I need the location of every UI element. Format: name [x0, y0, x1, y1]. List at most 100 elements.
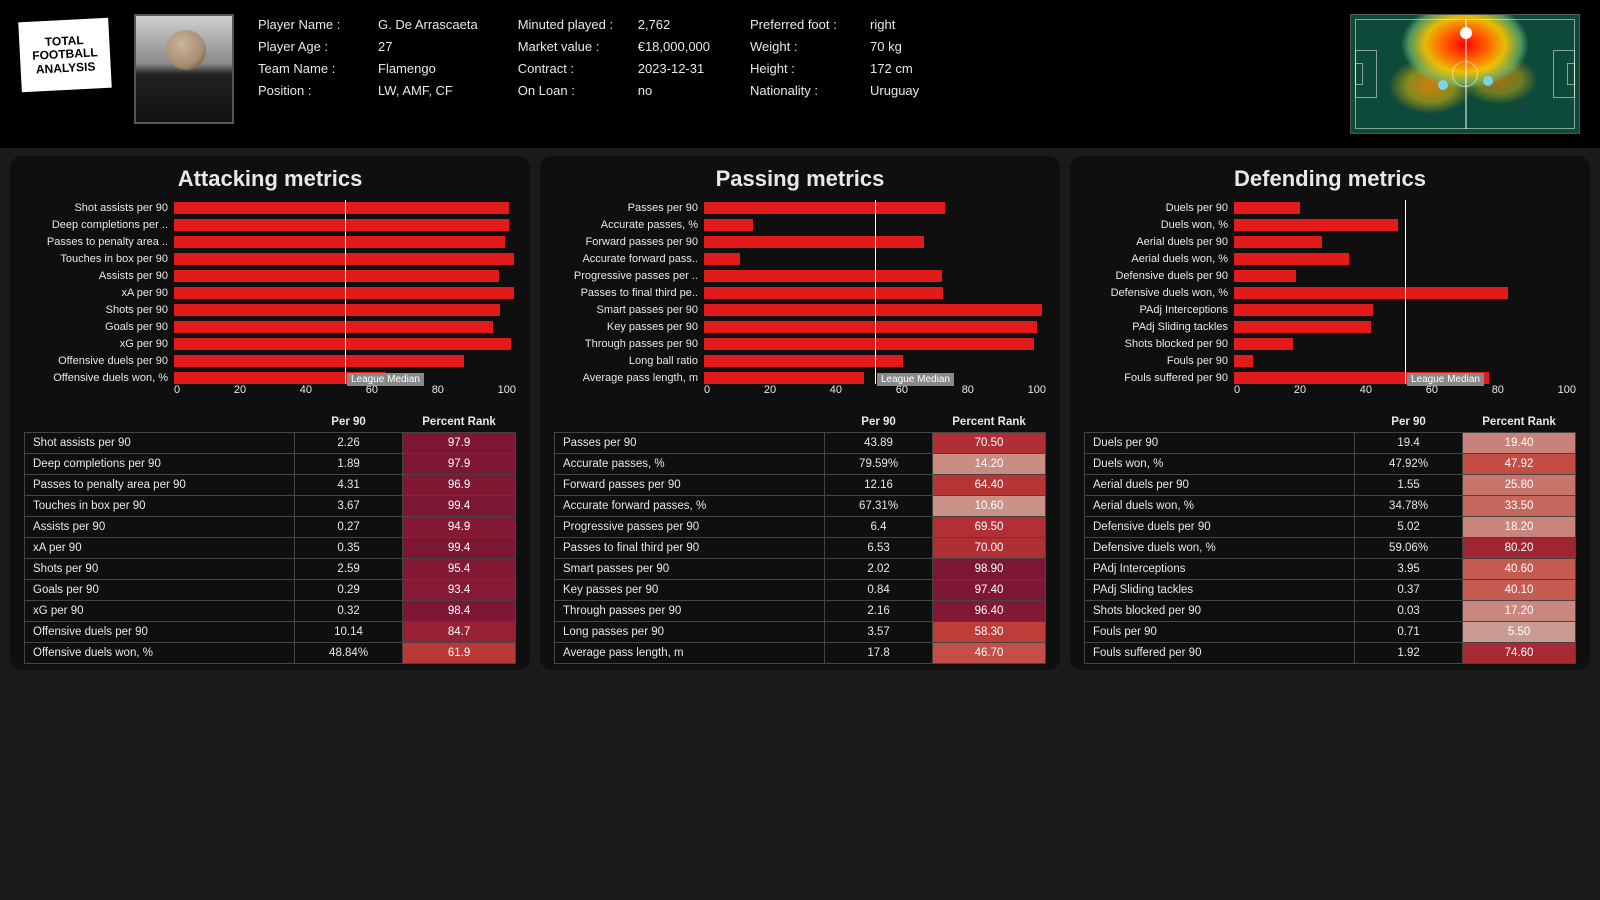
chart-label: Passes to final third pe.. — [554, 287, 704, 299]
chart-row: Through passes per 90 — [554, 336, 1046, 352]
chart-bar — [704, 321, 1037, 333]
chart-bar — [1234, 253, 1349, 265]
metric-rank: 70.50 — [933, 433, 1046, 454]
metric-name: Progressive passes per 90 — [555, 517, 825, 538]
bar-chart: Passes per 90Accurate passes, %Forward p… — [554, 200, 1046, 408]
metric-rank: 74.60 — [1463, 643, 1576, 664]
metric-name: Passes to penalty area per 90 — [25, 475, 295, 496]
info-value: €18,000,000 — [638, 36, 710, 58]
table-row: Defensive duels won, %59.06%80.20 — [1085, 538, 1576, 559]
chart-row: Accurate passes, % — [554, 217, 1046, 233]
chart-bar — [1234, 287, 1508, 299]
chart-label: Aerial duels won, % — [1084, 253, 1234, 265]
metric-per90: 0.35 — [295, 538, 403, 559]
info-value: 27 — [378, 36, 392, 58]
metric-per90: 2.59 — [295, 559, 403, 580]
table-row: Passes to final third per 906.5370.00 — [555, 538, 1046, 559]
chart-label: Fouls per 90 — [1084, 355, 1234, 367]
info-label: Nationality — [750, 80, 870, 102]
info-label: Position — [258, 80, 378, 102]
metric-per90: 0.27 — [295, 517, 403, 538]
metric-name: Accurate passes, % — [555, 454, 825, 475]
metric-rank: 84.7 — [403, 622, 516, 643]
metric-name: PAdj Sliding tackles — [1085, 580, 1355, 601]
chart-bar — [1234, 270, 1296, 282]
metric-rank: 58.30 — [933, 622, 1046, 643]
table-row: PAdj Sliding tackles0.3740.10 — [1085, 580, 1576, 601]
table-row: Touches in box per 903.6799.4 — [25, 496, 516, 517]
metric-name: Offensive duels per 90 — [25, 622, 295, 643]
info-label: Player Name — [258, 14, 378, 36]
metric-name: Defensive duels per 90 — [1085, 517, 1355, 538]
chart-bar — [174, 321, 493, 333]
chart-label: Passes to penalty area .. — [24, 236, 174, 248]
chart-label: Duels won, % — [1084, 219, 1234, 231]
metric-rank: 70.00 — [933, 538, 1046, 559]
chart-label: Passes per 90 — [554, 202, 704, 214]
table-row: Fouls per 900.715.50 — [1085, 622, 1576, 643]
table-row: Passes to penalty area per 904.3196.9 — [25, 475, 516, 496]
chart-bar — [1234, 355, 1253, 367]
metric-name: Defensive duels won, % — [1085, 538, 1355, 559]
table-row: Assists per 900.2794.9 — [25, 517, 516, 538]
table-row: Defensive duels per 905.0218.20 — [1085, 517, 1576, 538]
chart-row: Passes to final third pe.. — [554, 285, 1046, 301]
metric-rank: 40.10 — [1463, 580, 1576, 601]
table-row: Average pass length, m17.846.70 — [555, 643, 1046, 664]
metric-rank: 47.92 — [1463, 454, 1576, 475]
chart-label: Defensive duels won, % — [1084, 287, 1234, 299]
chart-bar — [174, 219, 509, 231]
metric-rank: 40.60 — [1463, 559, 1576, 580]
chart-bar — [174, 202, 509, 214]
table-row: Forward passes per 9012.1664.40 — [555, 475, 1046, 496]
chart-label: Offensive duels won, % — [24, 372, 174, 384]
panels-container: Attacking metricsShot assists per 90Deep… — [0, 148, 1600, 678]
metric-rank: 99.4 — [403, 496, 516, 517]
table-row: Through passes per 902.1696.40 — [555, 601, 1046, 622]
metric-rank: 98.4 — [403, 601, 516, 622]
chart-row: xA per 90 — [24, 285, 516, 301]
chart-row: Defensive duels won, % — [1084, 285, 1576, 301]
info-label: Contract — [518, 58, 638, 80]
chart-label: Offensive duels per 90 — [24, 355, 174, 367]
info-row: Player NameG. De Arrascaeta — [258, 14, 478, 36]
metric-per90: 4.31 — [295, 475, 403, 496]
chart-row: Goals per 90 — [24, 319, 516, 335]
metrics-table: Per 90Percent RankPasses per 9043.8970.5… — [554, 412, 1046, 664]
chart-label: Deep completions per .. — [24, 219, 174, 231]
chart-row: Passes per 90 — [554, 200, 1046, 216]
table-row: Smart passes per 902.0298.90 — [555, 559, 1046, 580]
info-row: Minuted played2,762 — [518, 14, 710, 36]
table-header: Per 90 — [825, 412, 933, 433]
chart-row: Duels won, % — [1084, 217, 1576, 233]
metric-per90: 6.4 — [825, 517, 933, 538]
chart-label: Progressive passes per .. — [554, 270, 704, 282]
table-row: Duels per 9019.419.40 — [1085, 433, 1576, 454]
metric-rank: 18.20 — [1463, 517, 1576, 538]
chart-bar — [704, 287, 943, 299]
chart-bar — [1234, 219, 1398, 231]
info-value: right — [870, 14, 895, 36]
chart-bar — [174, 355, 464, 367]
axis-tick: 0 — [704, 384, 710, 402]
metric-rank: 17.20 — [1463, 601, 1576, 622]
chart-label: Shot assists per 90 — [24, 202, 174, 214]
metric-per90: 10.14 — [295, 622, 403, 643]
metric-name: PAdj Interceptions — [1085, 559, 1355, 580]
brand-line: ANALYSIS — [36, 60, 96, 76]
info-row: Player Age27 — [258, 36, 478, 58]
chart-label: Through passes per 90 — [554, 338, 704, 350]
metric-name: Duels won, % — [1085, 454, 1355, 475]
metric-rank: 80.20 — [1463, 538, 1576, 559]
chart-bar — [1234, 236, 1322, 248]
info-label: Minuted played — [518, 14, 638, 36]
info-row: Preferred footright — [750, 14, 919, 36]
chart-row: Shots per 90 — [24, 302, 516, 318]
metrics-panel: Defending metricsDuels per 90Duels won, … — [1070, 156, 1590, 670]
info-value: Uruguay — [870, 80, 919, 102]
axis-tick: 20 — [1294, 384, 1306, 402]
metrics-table: Per 90Percent RankShot assists per 902.2… — [24, 412, 516, 664]
table-row: Aerial duels won, %34.78%33.50 — [1085, 496, 1576, 517]
metric-rank: 97.9 — [403, 433, 516, 454]
table-row: Key passes per 900.8497.40 — [555, 580, 1046, 601]
